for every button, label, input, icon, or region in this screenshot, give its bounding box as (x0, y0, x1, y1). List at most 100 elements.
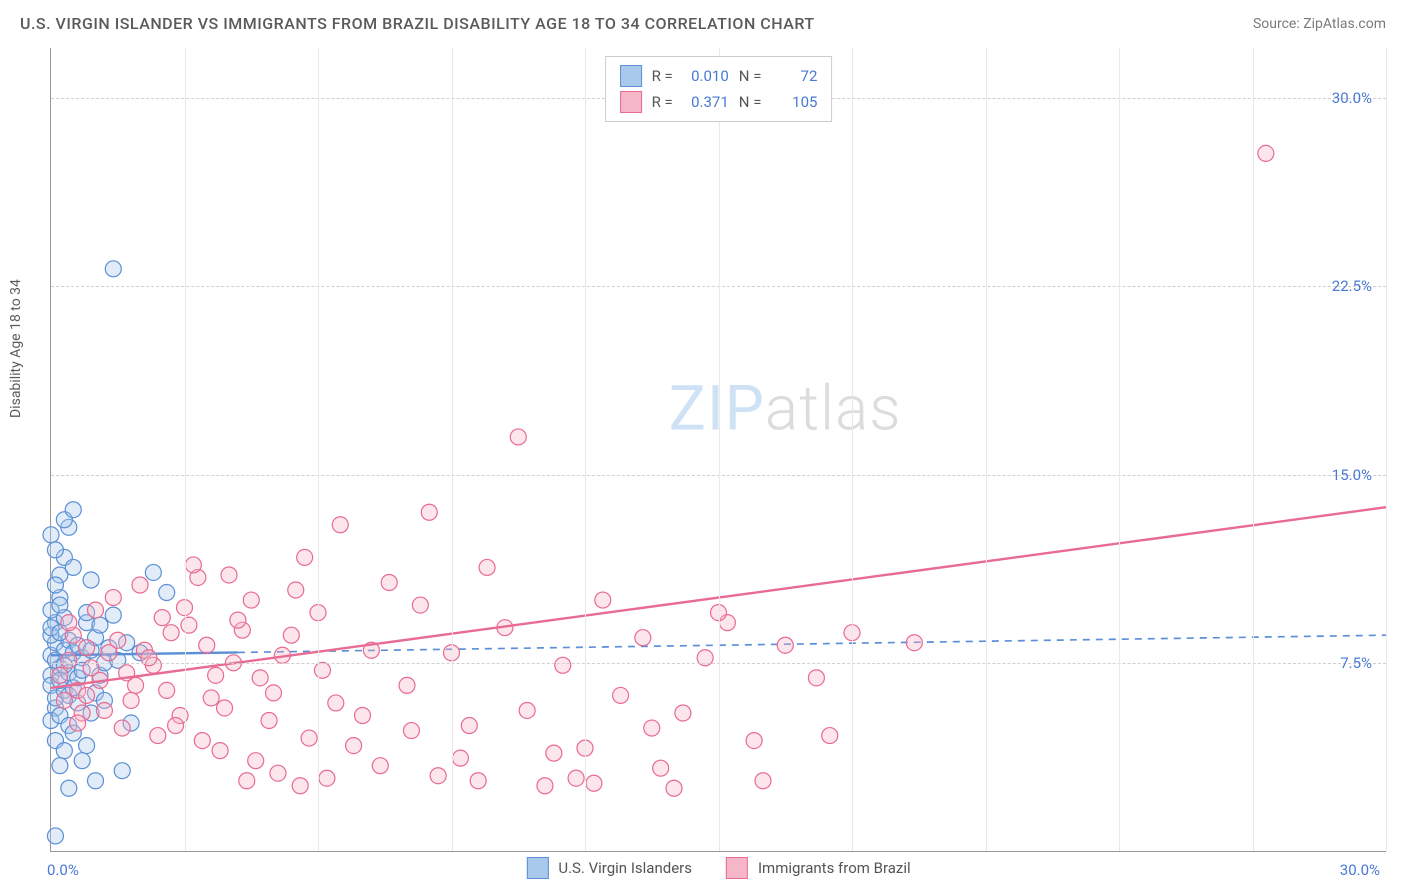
data-point (666, 780, 682, 796)
data-point (168, 718, 184, 734)
data-point (297, 549, 313, 565)
data-point (777, 637, 793, 653)
data-point (261, 713, 277, 729)
data-point (372, 758, 388, 774)
n-label-1: N = (739, 93, 762, 111)
data-point (47, 542, 63, 558)
n-value-1: 105 (771, 93, 817, 111)
data-point (185, 557, 201, 573)
y-tick-label: 7.5% (1340, 654, 1372, 672)
data-point (301, 730, 317, 746)
chart-header: U.S. VIRGIN ISLANDER VS IMMIGRANTS FROM … (0, 0, 1406, 43)
r-label-0: R = (652, 67, 673, 85)
data-point (822, 728, 838, 744)
data-point (230, 612, 246, 628)
data-point (635, 630, 651, 646)
data-point (65, 502, 81, 518)
data-point (270, 765, 286, 781)
data-point (243, 592, 259, 608)
data-point (159, 585, 175, 601)
data-point (292, 778, 308, 794)
data-point (479, 559, 495, 575)
data-point (181, 617, 197, 633)
data-point (79, 687, 95, 703)
y-tick-label: 22.5% (1332, 277, 1372, 295)
data-point (105, 590, 121, 606)
data-point (595, 592, 611, 608)
data-point (114, 720, 130, 736)
vgrid-line (1386, 48, 1387, 851)
data-point (332, 517, 348, 533)
data-point (208, 667, 224, 683)
vgrid-line (585, 48, 586, 851)
vgrid-line (185, 48, 186, 851)
data-point (546, 745, 562, 761)
data-point (644, 720, 660, 736)
legend-swatch (526, 857, 548, 879)
data-point (79, 640, 95, 656)
data-point (194, 733, 210, 749)
data-point (555, 657, 571, 673)
data-point (519, 702, 535, 718)
vgrid-line (986, 48, 987, 851)
data-point (328, 695, 344, 711)
data-point (568, 770, 584, 786)
correlation-legend: R = 0.010 N = 72 R = 0.371 N = 105 (605, 56, 833, 122)
data-point (154, 610, 170, 626)
n-label-0: N = (739, 67, 762, 85)
data-point (421, 504, 437, 520)
data-point (248, 753, 264, 769)
legend-row-series-1: R = 0.371 N = 105 (620, 89, 818, 115)
data-point (105, 607, 121, 623)
x-min-label: 0.0% (47, 861, 79, 879)
data-point (52, 597, 68, 613)
data-point (537, 778, 553, 794)
data-point (150, 728, 166, 744)
data-point (61, 652, 77, 668)
data-point (96, 702, 112, 718)
data-point (217, 700, 233, 716)
legend-label: U.S. Virgin Islanders (558, 859, 692, 877)
data-point (83, 572, 99, 588)
bottom-legend-item: Immigrants from Brazil (726, 857, 911, 879)
data-point (52, 667, 68, 683)
data-point (381, 574, 397, 590)
data-point (675, 705, 691, 721)
y-tick-label: 15.0% (1332, 466, 1372, 484)
data-point (239, 773, 255, 789)
data-point (61, 780, 77, 796)
data-point (470, 773, 486, 789)
y-axis-label: Disability Age 18 to 34 (8, 279, 24, 418)
data-point (56, 743, 72, 759)
data-point (314, 662, 330, 678)
data-point (163, 625, 179, 641)
data-point (105, 261, 121, 277)
data-point (319, 770, 335, 786)
legend-swatch-1 (620, 91, 642, 113)
trend-line-dashed (238, 635, 1386, 652)
data-point (123, 692, 139, 708)
chart-plot-area: Disability Age 18 to 34 ZIPatlas R = 0.0… (50, 48, 1386, 852)
legend-swatch (726, 857, 748, 879)
data-point (355, 707, 371, 723)
legend-label: Immigrants from Brazil (758, 859, 911, 877)
data-point (159, 682, 175, 698)
data-point (128, 677, 144, 693)
data-point (586, 775, 602, 791)
n-value-0: 72 (771, 67, 817, 85)
data-point (399, 677, 415, 693)
vgrid-line (1119, 48, 1120, 851)
data-point (199, 637, 215, 653)
data-point (52, 758, 68, 774)
vgrid-line (318, 48, 319, 851)
data-point (110, 632, 126, 648)
data-point (452, 750, 468, 766)
r-value-0: 0.010 (683, 67, 729, 85)
data-point (203, 690, 219, 706)
data-point (613, 687, 629, 703)
data-point (74, 753, 90, 769)
data-point (412, 597, 428, 613)
data-point (61, 615, 77, 631)
data-point (403, 723, 419, 739)
data-point (266, 685, 282, 701)
